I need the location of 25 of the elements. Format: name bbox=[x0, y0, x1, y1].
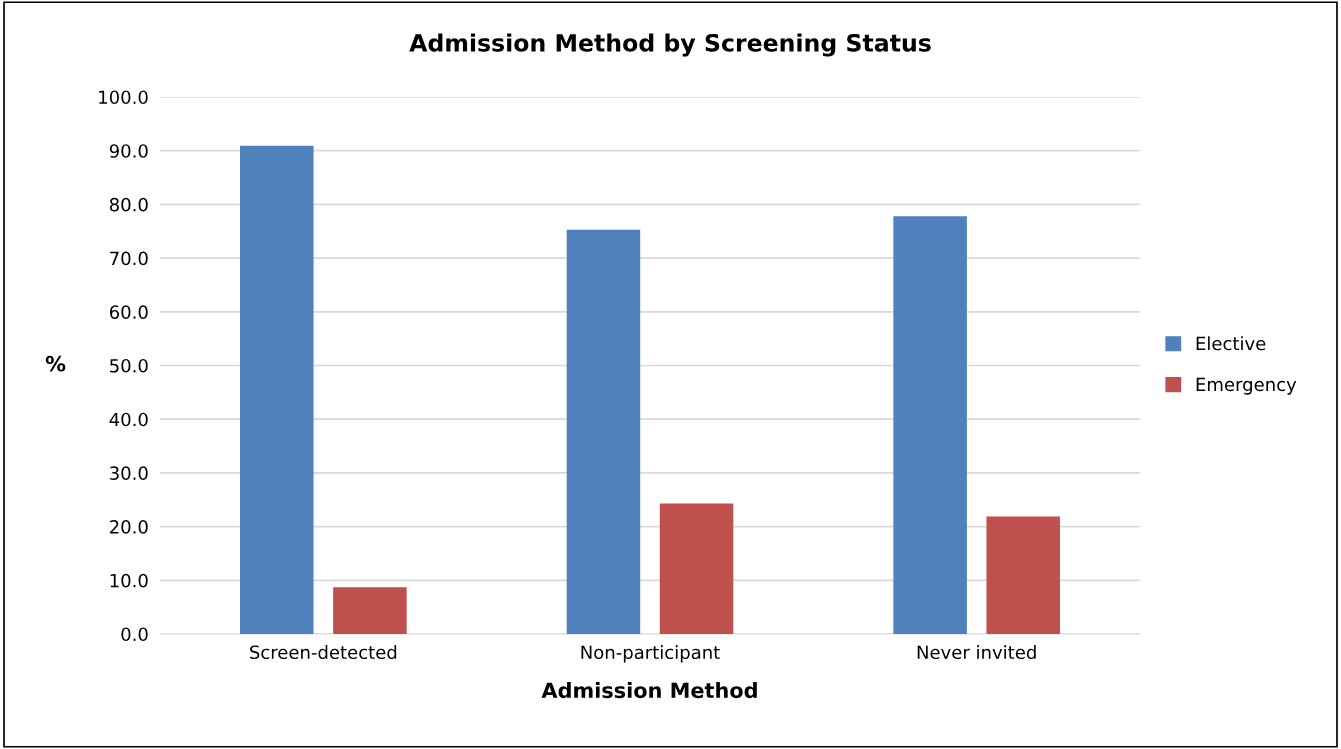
bar bbox=[566, 229, 641, 634]
y-axis-title: % bbox=[45, 355, 66, 372]
y-tick-label: 40.0 bbox=[109, 412, 148, 427]
chart-title: Admission Method by Screening Status bbox=[409, 33, 931, 57]
x-axis-title: Admission Method bbox=[541, 682, 757, 699]
y-tick-label: 70.0 bbox=[110, 251, 148, 266]
y-tick-label: 100.0 bbox=[99, 90, 148, 105]
legend-label: Emergency bbox=[1196, 377, 1297, 395]
x-tick-label: Screen-detected bbox=[250, 645, 397, 660]
bar bbox=[333, 587, 407, 634]
y-tick-label: 0.0 bbox=[121, 627, 148, 642]
legend-label: Elective bbox=[1196, 336, 1266, 351]
y-tick-label: 60.0 bbox=[109, 305, 148, 319]
y-tick-label: 10.0 bbox=[110, 573, 148, 588]
y-tick-label: 30.0 bbox=[110, 466, 148, 481]
y-tick-label: 50.0 bbox=[110, 358, 148, 373]
bar bbox=[240, 145, 314, 634]
y-tick-label: 20.0 bbox=[110, 520, 148, 534]
y-tick-label: 90.0 bbox=[109, 144, 148, 158]
bar bbox=[659, 503, 734, 634]
y-tick-label: 80.0 bbox=[109, 197, 148, 212]
bar bbox=[893, 216, 967, 634]
bar bbox=[986, 516, 1060, 634]
x-tick-label: Never invited bbox=[917, 645, 1036, 660]
x-tick-label: Non-participant bbox=[581, 645, 720, 663]
